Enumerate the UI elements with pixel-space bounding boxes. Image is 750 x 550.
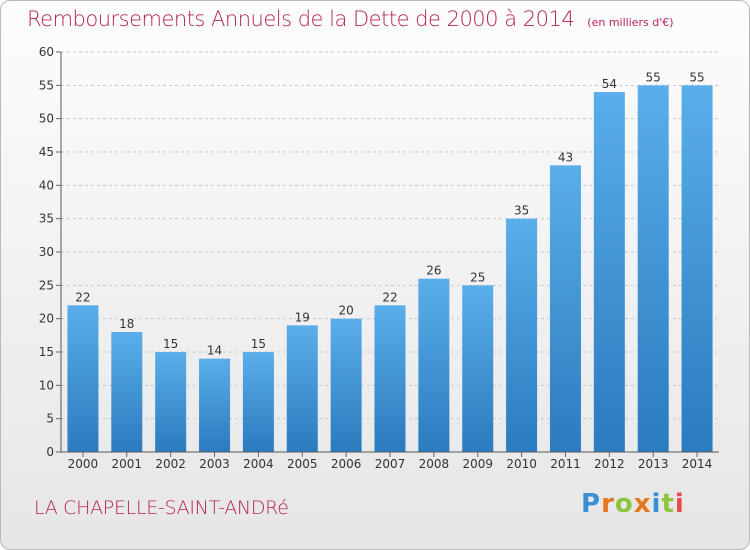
bar bbox=[374, 305, 406, 452]
bar bbox=[199, 358, 231, 452]
y-tick-label: 50 bbox=[39, 112, 54, 126]
bar bbox=[418, 278, 450, 452]
bar bbox=[242, 352, 274, 452]
logo-letter: x bbox=[633, 489, 652, 519]
bar bbox=[549, 165, 581, 453]
data-label: 55 bbox=[689, 70, 704, 84]
x-tick-label: 2005 bbox=[287, 457, 318, 471]
x-tick-label: 2004 bbox=[243, 457, 274, 471]
data-label: 14 bbox=[207, 344, 222, 358]
bar bbox=[155, 352, 187, 452]
x-tick-label: 2006 bbox=[331, 457, 362, 471]
bar bbox=[506, 218, 538, 452]
x-tick-label: 2009 bbox=[462, 457, 493, 471]
y-tick-label: 15 bbox=[39, 345, 54, 359]
data-label: 19 bbox=[295, 310, 310, 324]
data-label: 25 bbox=[470, 270, 485, 284]
y-tick-label: 25 bbox=[39, 278, 54, 292]
bar bbox=[681, 85, 713, 452]
bar bbox=[286, 325, 318, 452]
x-tick-label: 2008 bbox=[419, 457, 450, 471]
x-tick-label: 2011 bbox=[550, 457, 581, 471]
bar-layer: 22 18 15 14 15 19 20 22 26 25 35 43 54 55 55 bbox=[67, 70, 713, 453]
x-tick-label: 2002 bbox=[155, 457, 186, 471]
x-tick-label: 2010 bbox=[506, 457, 537, 471]
logo-letter: r bbox=[601, 489, 615, 519]
logo-letter: i bbox=[674, 489, 685, 519]
y-tick-label: 0 bbox=[46, 445, 54, 459]
bar bbox=[637, 85, 669, 452]
data-label: 55 bbox=[646, 70, 661, 84]
bar bbox=[67, 305, 99, 452]
chart-title: Remboursements Annuels de la Dette de 20… bbox=[27, 7, 575, 31]
chart-subtitle: (en milliers d'€) bbox=[587, 16, 674, 29]
y-tick-label: 55 bbox=[39, 78, 54, 92]
y-tick-label: 60 bbox=[39, 45, 54, 59]
y-tick-label: 35 bbox=[39, 212, 54, 226]
y-tick-label: 40 bbox=[39, 178, 54, 192]
data-label: 22 bbox=[382, 290, 397, 304]
y-tick-label: 30 bbox=[39, 245, 54, 259]
axis-layer: 0 5 10 15 20 25 30 35 40 45 50 55 60 2000 2001 2002 2003… bbox=[39, 45, 719, 471]
data-label: 26 bbox=[426, 264, 441, 278]
data-label: 54 bbox=[602, 77, 617, 91]
x-tick-label: 2001 bbox=[112, 457, 143, 471]
y-tick-label: 10 bbox=[39, 378, 54, 392]
data-label: 15 bbox=[251, 337, 266, 351]
x-tick-label: 2014 bbox=[682, 457, 713, 471]
bar bbox=[462, 285, 494, 452]
proxiti-logo[interactable]: Proxiti bbox=[581, 489, 685, 519]
data-label: 15 bbox=[163, 337, 178, 351]
x-tick-label: 2007 bbox=[375, 457, 406, 471]
x-tick-label: 2000 bbox=[68, 457, 99, 471]
data-label: 22 bbox=[75, 290, 90, 304]
data-label: 35 bbox=[514, 204, 529, 218]
commune-name: LA CHAPELLE-SAINT-ANDRé bbox=[34, 497, 289, 519]
bar bbox=[111, 332, 143, 452]
data-label: 18 bbox=[119, 317, 134, 331]
logo-letter: o bbox=[614, 489, 634, 519]
y-tick-label: 45 bbox=[39, 145, 54, 159]
data-label: 43 bbox=[558, 150, 573, 164]
x-tick-label: 2012 bbox=[594, 457, 625, 471]
bar bbox=[593, 92, 625, 452]
data-label: 20 bbox=[338, 304, 353, 318]
logo-letter: t bbox=[661, 489, 675, 519]
x-tick-label: 2013 bbox=[638, 457, 669, 471]
x-tick-label: 2003 bbox=[199, 457, 230, 471]
y-tick-label: 5 bbox=[46, 412, 54, 426]
logo-letter: P bbox=[581, 489, 602, 519]
title-row: Remboursements Annuels de la Dette de 20… bbox=[27, 7, 674, 31]
y-tick-label: 20 bbox=[39, 312, 54, 326]
logo-letter: i bbox=[651, 489, 662, 519]
bar bbox=[330, 318, 362, 452]
